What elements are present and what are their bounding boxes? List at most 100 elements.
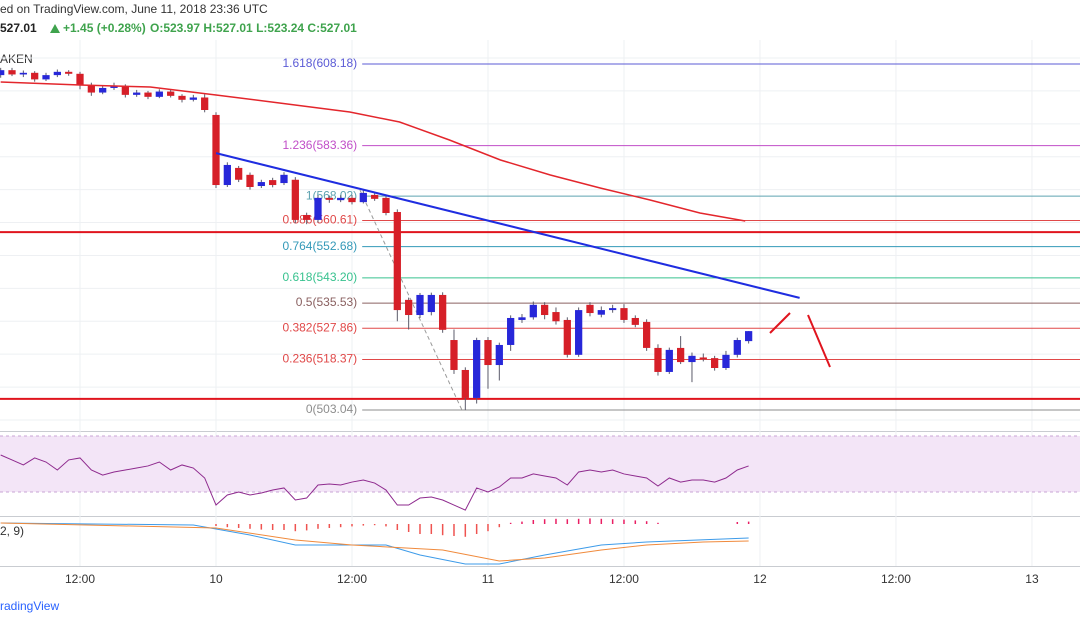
candle-body (393, 212, 401, 311)
exchange: AKEN (0, 52, 33, 66)
candle-body (167, 91, 175, 96)
candle-body (495, 344, 503, 366)
candle-body (235, 167, 243, 180)
fib-label: 0(503.04) (306, 402, 357, 416)
candle-body (416, 294, 424, 316)
candle-body (450, 340, 458, 370)
rsi-pane (0, 435, 1080, 511)
grid: 12:00 10 12:00 11 12:00 12 12:00 13 (0, 40, 1080, 586)
candle-body (280, 174, 288, 184)
candle-body (257, 182, 265, 187)
fib-label: 0.236(518.37) (282, 352, 357, 366)
macd-line (0, 522, 749, 565)
macd-label: 2, 9) (0, 524, 24, 538)
candle-body (0, 70, 5, 76)
quote: 527.01 (0, 21, 37, 35)
candle-body (427, 294, 435, 313)
candle-body (155, 91, 163, 97)
candle-body (371, 194, 379, 199)
layers: 12:00 10 12:00 11 12:00 12 12:00 13 1.618(608.18… (0, 40, 1080, 586)
fib-label: 0.382(527.86) (282, 320, 357, 334)
candle-body (688, 355, 696, 363)
candle-body (507, 317, 515, 345)
candle-body (8, 70, 16, 75)
fib-label: 0.5(535.53) (296, 295, 357, 309)
x-tick-label: 12:00 (609, 572, 639, 586)
candle-body (314, 197, 322, 220)
candle-body (575, 310, 583, 355)
macd-pane (0, 518, 750, 565)
candle-body (529, 304, 537, 318)
candle-body (269, 180, 277, 186)
candle-body (325, 197, 333, 200)
candle-body (405, 299, 413, 316)
candle-body (31, 72, 39, 80)
x-tick-label: 12:00 (65, 572, 95, 586)
candle-body (189, 97, 197, 100)
brand: radingView (0, 599, 59, 613)
candle-body (42, 75, 50, 80)
candle-body (631, 317, 639, 325)
candle-body (65, 71, 73, 74)
x-tick-label: 12:00 (881, 572, 911, 586)
candle-body (19, 72, 27, 75)
candle-body (563, 319, 571, 355)
candle-body (144, 92, 152, 97)
candle-body (745, 331, 753, 342)
candle-body (110, 85, 118, 88)
ohlc-text: O:523.97 H:527.01 L:523.24 C:527.01 (150, 21, 357, 35)
candle-body (303, 214, 311, 220)
candle-body (461, 369, 469, 398)
candle-body (337, 197, 345, 201)
drawn-arrow (807, 314, 831, 368)
x-tick-label: 10 (209, 572, 223, 586)
candle-body (133, 92, 141, 95)
candle-body (439, 294, 447, 330)
candle-body (359, 192, 367, 203)
candle-body (178, 95, 186, 100)
candle-body (201, 97, 209, 110)
main-pane: 1.618(608.18)1.236(583.36)1(568.02)0.886… (0, 56, 1080, 416)
candle-body (620, 308, 628, 320)
x-tick-label: 13 (1025, 572, 1039, 586)
candle-body (665, 349, 673, 372)
candle-body (76, 73, 84, 85)
candle-body (121, 85, 129, 95)
candle-body (246, 174, 254, 188)
candle-body (99, 87, 107, 93)
candle-body (473, 340, 481, 398)
candle-body (518, 317, 526, 320)
candle-body (643, 321, 651, 348)
candle-body (348, 197, 356, 203)
candle-body (382, 197, 390, 214)
fib-label: 0.618(543.20) (282, 270, 357, 284)
candle-body (223, 164, 231, 186)
rsi-line (0, 454, 749, 511)
fib-label: 1.618(608.18) (282, 56, 357, 70)
drawn-arrow (769, 312, 791, 334)
candle-body (711, 358, 719, 369)
x-tick-label: 11 (482, 572, 495, 586)
candle-body (733, 340, 741, 355)
candle-body (609, 308, 617, 311)
candle-body (677, 347, 685, 363)
fib-label: 1.236(583.36) (282, 138, 357, 152)
candle-body (586, 304, 594, 314)
candle-body (212, 114, 220, 186)
candle-body (722, 354, 730, 369)
candle-body (291, 179, 299, 220)
candle-body (484, 340, 492, 366)
source-text: ed on TradingView.com, June 11, 2018 23:… (0, 2, 268, 16)
signal-line (0, 522, 749, 562)
x-tick-label: 12 (753, 572, 767, 586)
trendline (215, 152, 800, 299)
candle-body (654, 347, 662, 372)
moving-average (0, 81, 746, 222)
x-tick-label: 12:00 (337, 572, 367, 586)
change: +1.45 (+0.28%) (63, 21, 146, 35)
fib-label: 0.764(552.68) (282, 239, 357, 253)
up-arrow (50, 24, 60, 33)
candle-body (699, 357, 707, 360)
candle-body (53, 71, 61, 76)
